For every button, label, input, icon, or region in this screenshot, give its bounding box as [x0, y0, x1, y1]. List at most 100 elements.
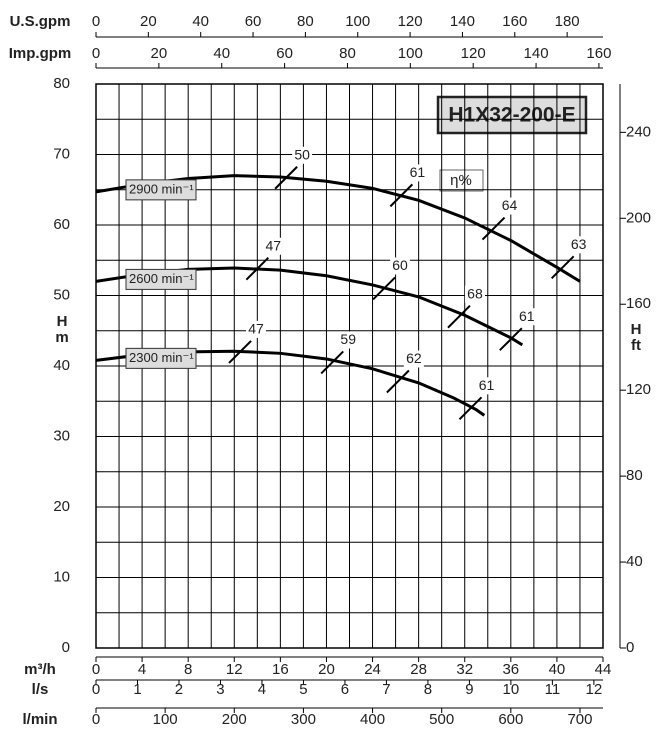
y2-tick-label: 40 — [626, 553, 643, 570]
secondary-tick-label: 20 — [151, 45, 168, 62]
y2-tick-label: 240 — [626, 123, 651, 140]
y-tick-label: 70 — [53, 145, 70, 162]
efficiency-mark — [228, 340, 252, 364]
efficiency-label-bg — [263, 237, 284, 255]
secondary-axis-label: Imp.gpm — [9, 45, 72, 62]
secondary-tick-label: 11 — [545, 681, 561, 698]
secondary-tick-label: 120 — [398, 13, 423, 30]
secondary-tick-label: 0 — [92, 13, 100, 30]
efficiency-value: 61 — [519, 308, 535, 324]
efficiency-mark — [245, 257, 270, 281]
x-label: m³/h — [24, 661, 56, 678]
secondary-tick-label: 10 — [503, 681, 520, 698]
secondary-axis-label: l/s — [32, 681, 49, 698]
efficiency-mark — [499, 327, 523, 351]
efficiency-label-bg — [568, 236, 589, 254]
secondary-tick-label: 40 — [192, 13, 209, 30]
secondary-tick-label: 300 — [291, 711, 316, 728]
secondary-tick-label: 140 — [524, 45, 549, 62]
y2-tick-label: 80 — [626, 467, 643, 484]
y2-tick-label: 0 — [626, 639, 634, 656]
efficiency-mark — [372, 276, 396, 301]
x-tick-label: 0 — [92, 661, 100, 678]
secondary-tick-label: 700 — [567, 711, 592, 728]
legend-label: 2600 min⁻¹ — [129, 271, 194, 286]
x-tick-label: 16 — [272, 661, 289, 678]
efficiency-mark — [274, 166, 298, 190]
y-label: H — [57, 313, 68, 330]
legend-box — [125, 179, 197, 201]
x-tick-label: 8 — [184, 661, 192, 678]
x-tick-label: 4 — [138, 661, 146, 678]
y2-label: H — [631, 321, 642, 338]
secondary-axis-label: U.S.gpm — [10, 13, 71, 30]
y2-tick-label: 200 — [626, 209, 651, 226]
secondary-tick-label: 40 — [213, 45, 230, 62]
secondary-tick-label: 3 — [216, 681, 224, 698]
secondary-tick-label: 0 — [92, 45, 100, 62]
x-tick-label: 40 — [549, 661, 566, 678]
secondary-tick-label: 200 — [222, 711, 247, 728]
efficiency-mark — [386, 369, 410, 394]
secondary-tick-label: 500 — [429, 711, 454, 728]
secondary-tick-label: 4 — [258, 681, 266, 698]
secondary-tick-label: 5 — [299, 681, 307, 698]
efficiency-label-bg — [403, 350, 424, 368]
x-tick-label: 32 — [456, 661, 473, 678]
x-tick-label: 36 — [502, 661, 519, 678]
secondary-tick-label: 100 — [345, 13, 370, 30]
secondary-tick-label: 120 — [461, 45, 486, 62]
y-tick-label: 30 — [53, 427, 70, 444]
efficiency-label-bg — [464, 285, 485, 303]
x-tick-label: 28 — [410, 661, 427, 678]
efficiency-value: 63 — [571, 236, 587, 252]
secondary-tick-label: 0 — [92, 681, 100, 698]
efficiency-value: 60 — [392, 257, 408, 273]
y-tick-label: 40 — [53, 357, 70, 374]
efficiency-value: 61 — [410, 164, 426, 180]
secondary-tick-label: 12 — [586, 681, 603, 698]
y-tick-label: 80 — [53, 75, 70, 92]
chart-title: H1X32-200-E — [448, 104, 575, 127]
efficiency-label-bg — [292, 146, 313, 164]
secondary-tick-label: 1 — [133, 681, 141, 698]
efficiency-label-bg — [476, 377, 497, 395]
secondary-tick-label: 8 — [424, 681, 432, 698]
legend-label: 2900 min⁻¹ — [129, 181, 194, 196]
secondary-tick-label: 600 — [498, 711, 523, 728]
secondary-tick-label: 80 — [339, 45, 356, 62]
x-tick-label: 20 — [318, 661, 335, 678]
legend-box — [125, 347, 197, 369]
legend-box — [125, 268, 197, 290]
efficiency-label-bg — [516, 308, 537, 326]
y-tick-label: 50 — [53, 286, 70, 303]
secondary-tick-label: 180 — [555, 13, 580, 30]
secondary-tick-label: 20 — [140, 13, 157, 30]
y-tick-label: 10 — [53, 568, 70, 585]
efficiency-box — [439, 169, 484, 192]
secondary-tick-label: 9 — [465, 681, 473, 698]
secondary-tick-label: 140 — [450, 13, 475, 30]
secondary-tick-label: 6 — [341, 681, 349, 698]
efficiency-mark — [458, 396, 483, 421]
y-tick-label: 60 — [53, 216, 70, 233]
y-tick-label: 20 — [53, 498, 70, 515]
efficiency-value: 50 — [294, 146, 310, 162]
secondary-tick-label: 100 — [398, 45, 423, 62]
secondary-tick-label: 7 — [382, 681, 390, 698]
efficiency-value: 62 — [406, 350, 422, 366]
efficiency-label-bg — [407, 164, 428, 182]
efficiency-mark — [389, 183, 414, 208]
y2-unit: ft — [631, 337, 641, 354]
efficiency-value: 59 — [340, 331, 356, 347]
efficiency-mark — [481, 216, 506, 241]
secondary-tick-label: 60 — [276, 45, 293, 62]
efficiency-value: 47 — [266, 237, 282, 253]
secondary-tick-label: 160 — [586, 45, 611, 62]
x-tick-label: 24 — [364, 661, 381, 678]
legend-label: 2300 min⁻¹ — [129, 350, 194, 365]
y-tick-label: 0 — [62, 639, 70, 656]
efficiency-label-bg — [499, 197, 520, 215]
secondary-axis-label: l/min — [22, 711, 57, 728]
